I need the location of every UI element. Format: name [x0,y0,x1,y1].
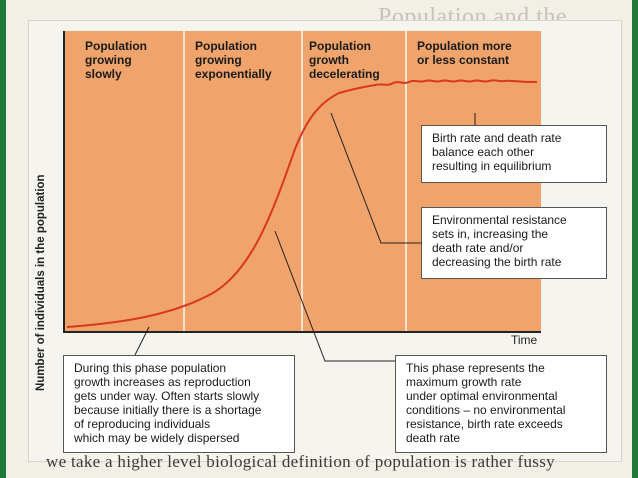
callout-equilibrium: Birth rate and death rate balance each o… [421,125,607,183]
pointer-slow-phase [134,326,150,356]
phase-label-decelerating: Population growth decelerating [309,39,380,81]
phase-divider-2 [301,31,303,331]
x-axis-label: Time [511,333,538,347]
population-growth-figure: Number of individuals in the population … [28,20,622,462]
growth-curve-svg [66,79,538,328]
phase-label-slow: Population growing slowly [85,39,147,81]
phase-divider-1 [183,31,185,331]
phase-label-exponential: Population growing exponentially [195,39,272,81]
s-shaped-growth-curve [66,79,538,328]
callout-max-growth: This phase represents the maximum growth… [395,355,607,453]
callout-environmental-resistance: Environmental resistance sets in, increa… [421,207,607,279]
background-footer-text: we take a higher level biological defini… [46,452,555,471]
pointer-max-growth [274,230,397,362]
phase-divider-3 [405,31,407,331]
callout-pointers [134,112,476,362]
phase-label-constant: Population more or less constant [417,39,512,67]
textbook-page: Population and the environment Number of… [6,0,632,478]
callout-slow-phase: During this phase population growth incr… [63,355,295,453]
pointer-resistance [330,112,421,244]
